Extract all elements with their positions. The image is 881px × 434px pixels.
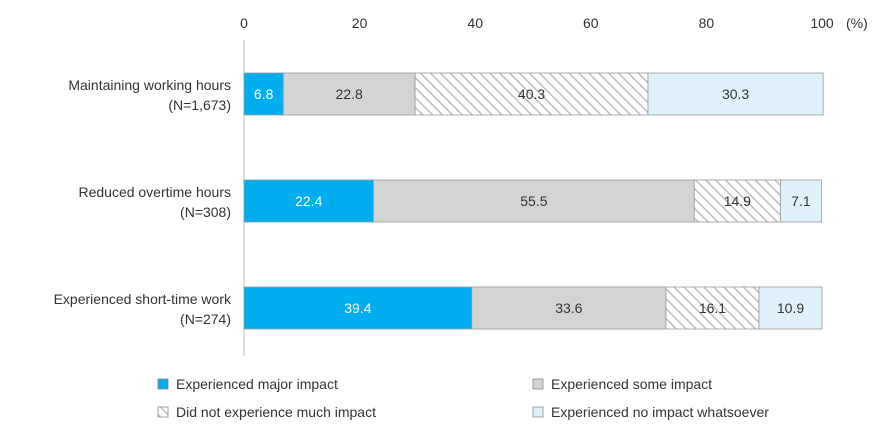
x-tick-label: 0 xyxy=(240,15,248,31)
bar-value-label: 39.4 xyxy=(344,300,371,316)
legend-swatch xyxy=(532,378,544,390)
x-tick-label: 20 xyxy=(352,15,368,31)
x-axis: 0 20 40 60 80 100 (%) xyxy=(240,15,868,356)
bar-value-label: 40.3 xyxy=(518,86,545,102)
x-tick-label: 60 xyxy=(583,15,599,31)
bar-segment xyxy=(414,72,649,116)
category-label: Maintaining working hours xyxy=(68,77,231,93)
bar-value-label: 55.5 xyxy=(520,193,547,209)
bar-segment xyxy=(758,286,823,330)
bar-segment xyxy=(282,72,416,116)
legend-label: Did not experience much impact xyxy=(176,404,376,420)
bar-segment xyxy=(471,286,667,330)
bar-segment xyxy=(647,72,824,116)
bar-value-label: 10.9 xyxy=(777,300,804,316)
bar-value-label: 33.6 xyxy=(555,300,582,316)
legend: Experienced major impact Experienced some… xyxy=(157,376,769,420)
bars: 6.8 22.8 40.3 30.3 22.4 55.5 14.9 7.1 39.4 33.6 16… xyxy=(243,72,824,330)
legend-swatch xyxy=(157,378,169,390)
bar-segment xyxy=(779,179,822,223)
bar-value-label: 22.4 xyxy=(295,193,322,209)
bar-value-label: 22.8 xyxy=(336,86,363,102)
legend-label: Experienced some impact xyxy=(551,376,712,392)
legend-swatch xyxy=(532,406,544,418)
x-tick-label: 40 xyxy=(467,15,483,31)
x-tick-label: 100 xyxy=(810,15,834,31)
legend-label: Experienced major impact xyxy=(176,376,338,392)
bar-value-label: 14.9 xyxy=(724,193,751,209)
bar-segment xyxy=(243,179,374,223)
category-label: Reduced overtime hours xyxy=(78,184,231,200)
bar-value-label: 30.3 xyxy=(722,86,749,102)
bar-value-label: 6.8 xyxy=(254,86,274,102)
category-label: Experienced short-time work xyxy=(54,291,232,307)
legend-swatch xyxy=(157,406,169,418)
x-tick-label: 80 xyxy=(699,15,715,31)
category-sample-size: (N=274) xyxy=(180,311,231,327)
category-labels: Maintaining working hours (N=1,673) Reduce… xyxy=(54,77,232,327)
category-sample-size: (N=308) xyxy=(180,204,231,220)
bar-value-label: 7.1 xyxy=(791,193,811,209)
bar-segment xyxy=(243,72,284,116)
bar-segment xyxy=(665,286,760,330)
legend-label: Experienced no impact whatsoever xyxy=(551,404,769,420)
x-axis-unit: (%) xyxy=(846,15,868,31)
bar-value-label: 16.1 xyxy=(699,300,726,316)
category-sample-size: (N=1,673) xyxy=(168,97,231,113)
